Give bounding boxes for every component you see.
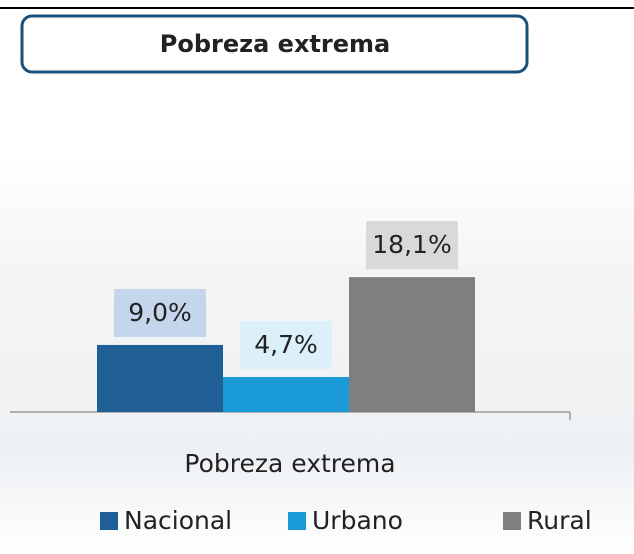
value-label-bg bbox=[240, 320, 332, 369]
legend-swatch bbox=[503, 512, 521, 530]
bar bbox=[349, 277, 475, 412]
value-label: 9,0% bbox=[128, 298, 192, 327]
x-tick-label: Pobreza extrema bbox=[184, 449, 395, 478]
legend-label: Nacional bbox=[124, 506, 232, 535]
legend-swatch bbox=[100, 512, 118, 530]
bar bbox=[223, 376, 349, 412]
chart-title: Pobreza extrema bbox=[160, 30, 390, 58]
value-label: 18,1% bbox=[372, 230, 451, 259]
bar bbox=[97, 344, 223, 412]
value-label: 4,7% bbox=[254, 330, 318, 359]
value-label-bg bbox=[114, 288, 206, 337]
value-label-bg bbox=[366, 221, 458, 270]
title-box bbox=[20, 14, 529, 74]
legend-label: Urbano bbox=[312, 506, 403, 535]
legend-label: Rural bbox=[527, 506, 592, 535]
legend-swatch bbox=[288, 512, 306, 530]
